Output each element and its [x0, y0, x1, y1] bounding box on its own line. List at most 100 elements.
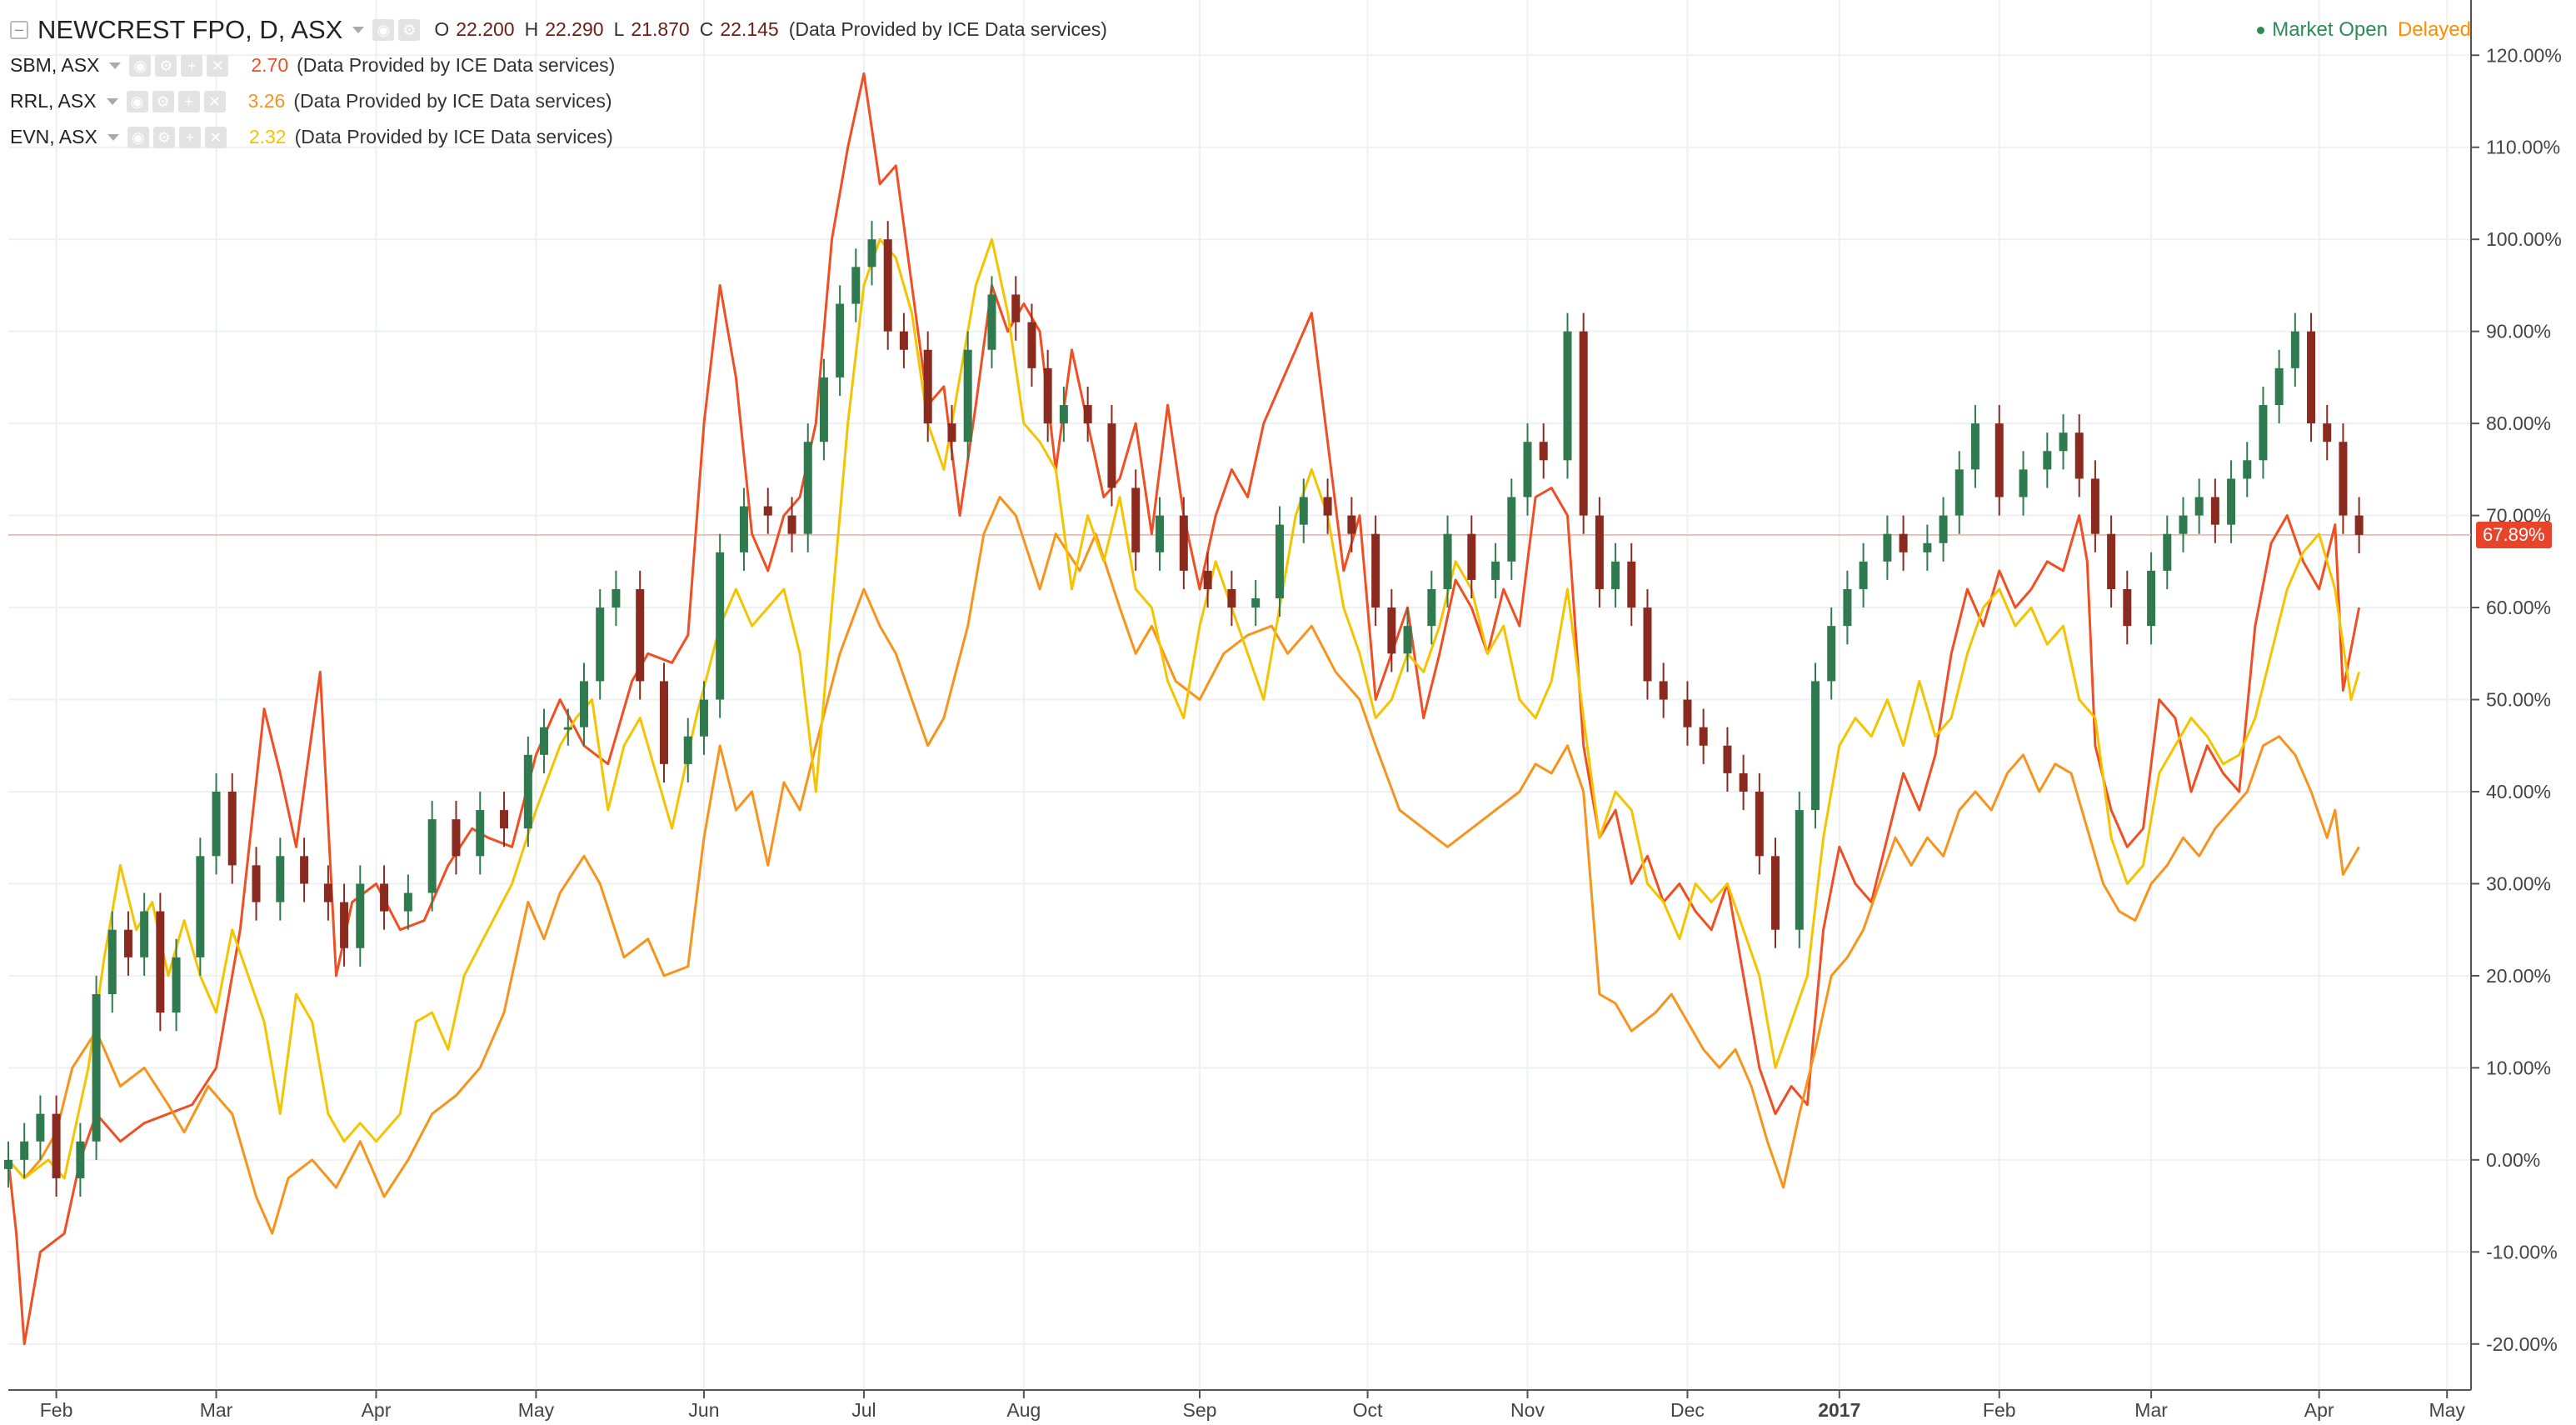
eye-icon[interactable]: ◉ — [129, 54, 152, 77]
candle-body — [476, 810, 485, 857]
plus-icon[interactable]: + — [178, 126, 201, 148]
candle-body — [1994, 423, 2004, 498]
candle-body — [2210, 497, 2219, 525]
y-tick-label: 10.00% — [2486, 1057, 2551, 1078]
candle — [1275, 506, 1284, 618]
candle — [1491, 542, 1500, 599]
candle — [323, 865, 332, 921]
candle-body — [1083, 405, 1092, 424]
chevron-down-icon[interactable] — [107, 133, 119, 141]
candle — [1859, 542, 1868, 608]
candle-body — [739, 506, 748, 552]
candle — [1043, 349, 1052, 442]
compare-row-sbm[interactable]: SBM, ASX ◉ ⚙ + ✕ 2.70 (Data Provided by … — [10, 48, 1107, 83]
ohlc-low-value: 21.870 — [631, 18, 690, 40]
gear-icon[interactable]: ⚙ — [155, 54, 177, 77]
close-icon[interactable]: ✕ — [207, 54, 229, 77]
candle — [1347, 497, 1356, 552]
candle — [2090, 460, 2099, 552]
candle — [1627, 542, 1636, 627]
compare-row-rrl[interactable]: RRL, ASX ◉ ⚙ + ✕ 3.26 (Data Provided by … — [10, 83, 1107, 119]
candle-body — [883, 239, 892, 332]
candle — [1827, 608, 1836, 700]
market-open-label: Market Open — [2272, 18, 2388, 41]
gear-icon[interactable]: ⚙ — [152, 90, 174, 112]
candle-body — [2074, 432, 2084, 479]
candle-body — [212, 791, 221, 857]
x-tick-label: Sep — [1183, 1399, 1217, 1421]
ohlc-high-label: H — [524, 18, 539, 40]
close-icon[interactable]: ✕ — [203, 90, 226, 112]
candle-body — [1970, 423, 1979, 470]
candle — [2147, 552, 2156, 645]
candle-body — [1723, 745, 1732, 773]
candle — [2194, 478, 2204, 534]
gear-icon[interactable]: ⚙ — [398, 18, 421, 41]
candle — [2059, 414, 2068, 470]
candle-body — [107, 929, 117, 995]
chevron-down-icon[interactable] — [109, 62, 122, 69]
close-icon[interactable]: ✕ — [204, 126, 227, 148]
candle — [1179, 497, 1188, 589]
candle-body — [1954, 469, 1964, 516]
candle — [2227, 460, 2236, 543]
candle — [1227, 570, 1236, 627]
candle — [580, 662, 589, 746]
candle — [1059, 386, 1068, 442]
candle — [123, 911, 132, 976]
candle — [107, 911, 117, 1013]
candle-body — [252, 865, 261, 902]
candle — [636, 570, 645, 700]
candle-body — [227, 791, 237, 866]
candle-body — [1883, 533, 1892, 562]
candle-body — [1156, 515, 1165, 552]
main-series-row[interactable]: – NEWCREST FPO, D, ASX ◉ ⚙ O 22.200 H 22.2… — [10, 12, 1107, 48]
candle — [1323, 478, 1332, 534]
x-tick-label: Dec — [1670, 1399, 1705, 1421]
candle-body — [1371, 533, 1380, 608]
compare-value: 2.70 — [251, 54, 289, 76]
candle-body — [1299, 497, 1308, 525]
candle-body — [92, 994, 101, 1142]
candle-body — [2354, 515, 2364, 535]
candle-body — [36, 1113, 45, 1142]
chevron-down-icon[interactable] — [352, 26, 365, 33]
collapse-icon[interactable]: – — [10, 20, 28, 39]
gear-icon[interactable]: ⚙ — [152, 126, 175, 148]
candle — [2074, 414, 2084, 498]
plus-icon[interactable]: + — [177, 90, 200, 112]
candle — [851, 248, 861, 322]
candle — [1523, 423, 1532, 516]
plus-icon[interactable]: + — [181, 54, 203, 77]
candle — [1611, 542, 1620, 608]
candle — [899, 312, 908, 368]
compare-row-evn[interactable]: EVN, ASX ◉ ⚙ + ✕ 2.32 (Data Provided by … — [10, 119, 1107, 155]
compare-symbol: SBM, ASX — [10, 54, 100, 76]
candle-body — [540, 727, 549, 755]
candle — [683, 718, 692, 782]
candle — [2123, 570, 2132, 645]
candle — [1595, 497, 1604, 608]
candle-body — [427, 819, 437, 893]
candle — [1203, 552, 1212, 608]
candle — [1643, 588, 1652, 700]
candle — [1027, 303, 1036, 387]
eye-icon[interactable]: ◉ — [126, 90, 148, 112]
candle-body — [500, 810, 509, 829]
y-tick-label: 20.00% — [2486, 965, 2551, 987]
candle — [2354, 497, 2364, 553]
candle-body — [1611, 561, 1620, 589]
candle — [380, 865, 389, 930]
candle-body — [1131, 488, 1141, 552]
ohlc-open-label: O — [434, 18, 450, 40]
y-tick-label: -20.00% — [2486, 1333, 2558, 1355]
candle — [716, 533, 725, 718]
candle-layer — [4, 221, 2364, 1198]
eye-icon[interactable]: ◉ — [372, 18, 395, 41]
candle — [2323, 405, 2332, 461]
candle — [1723, 727, 1732, 792]
chevron-down-icon[interactable] — [106, 98, 118, 105]
eye-icon[interactable]: ◉ — [127, 126, 149, 148]
candle — [76, 1122, 85, 1198]
